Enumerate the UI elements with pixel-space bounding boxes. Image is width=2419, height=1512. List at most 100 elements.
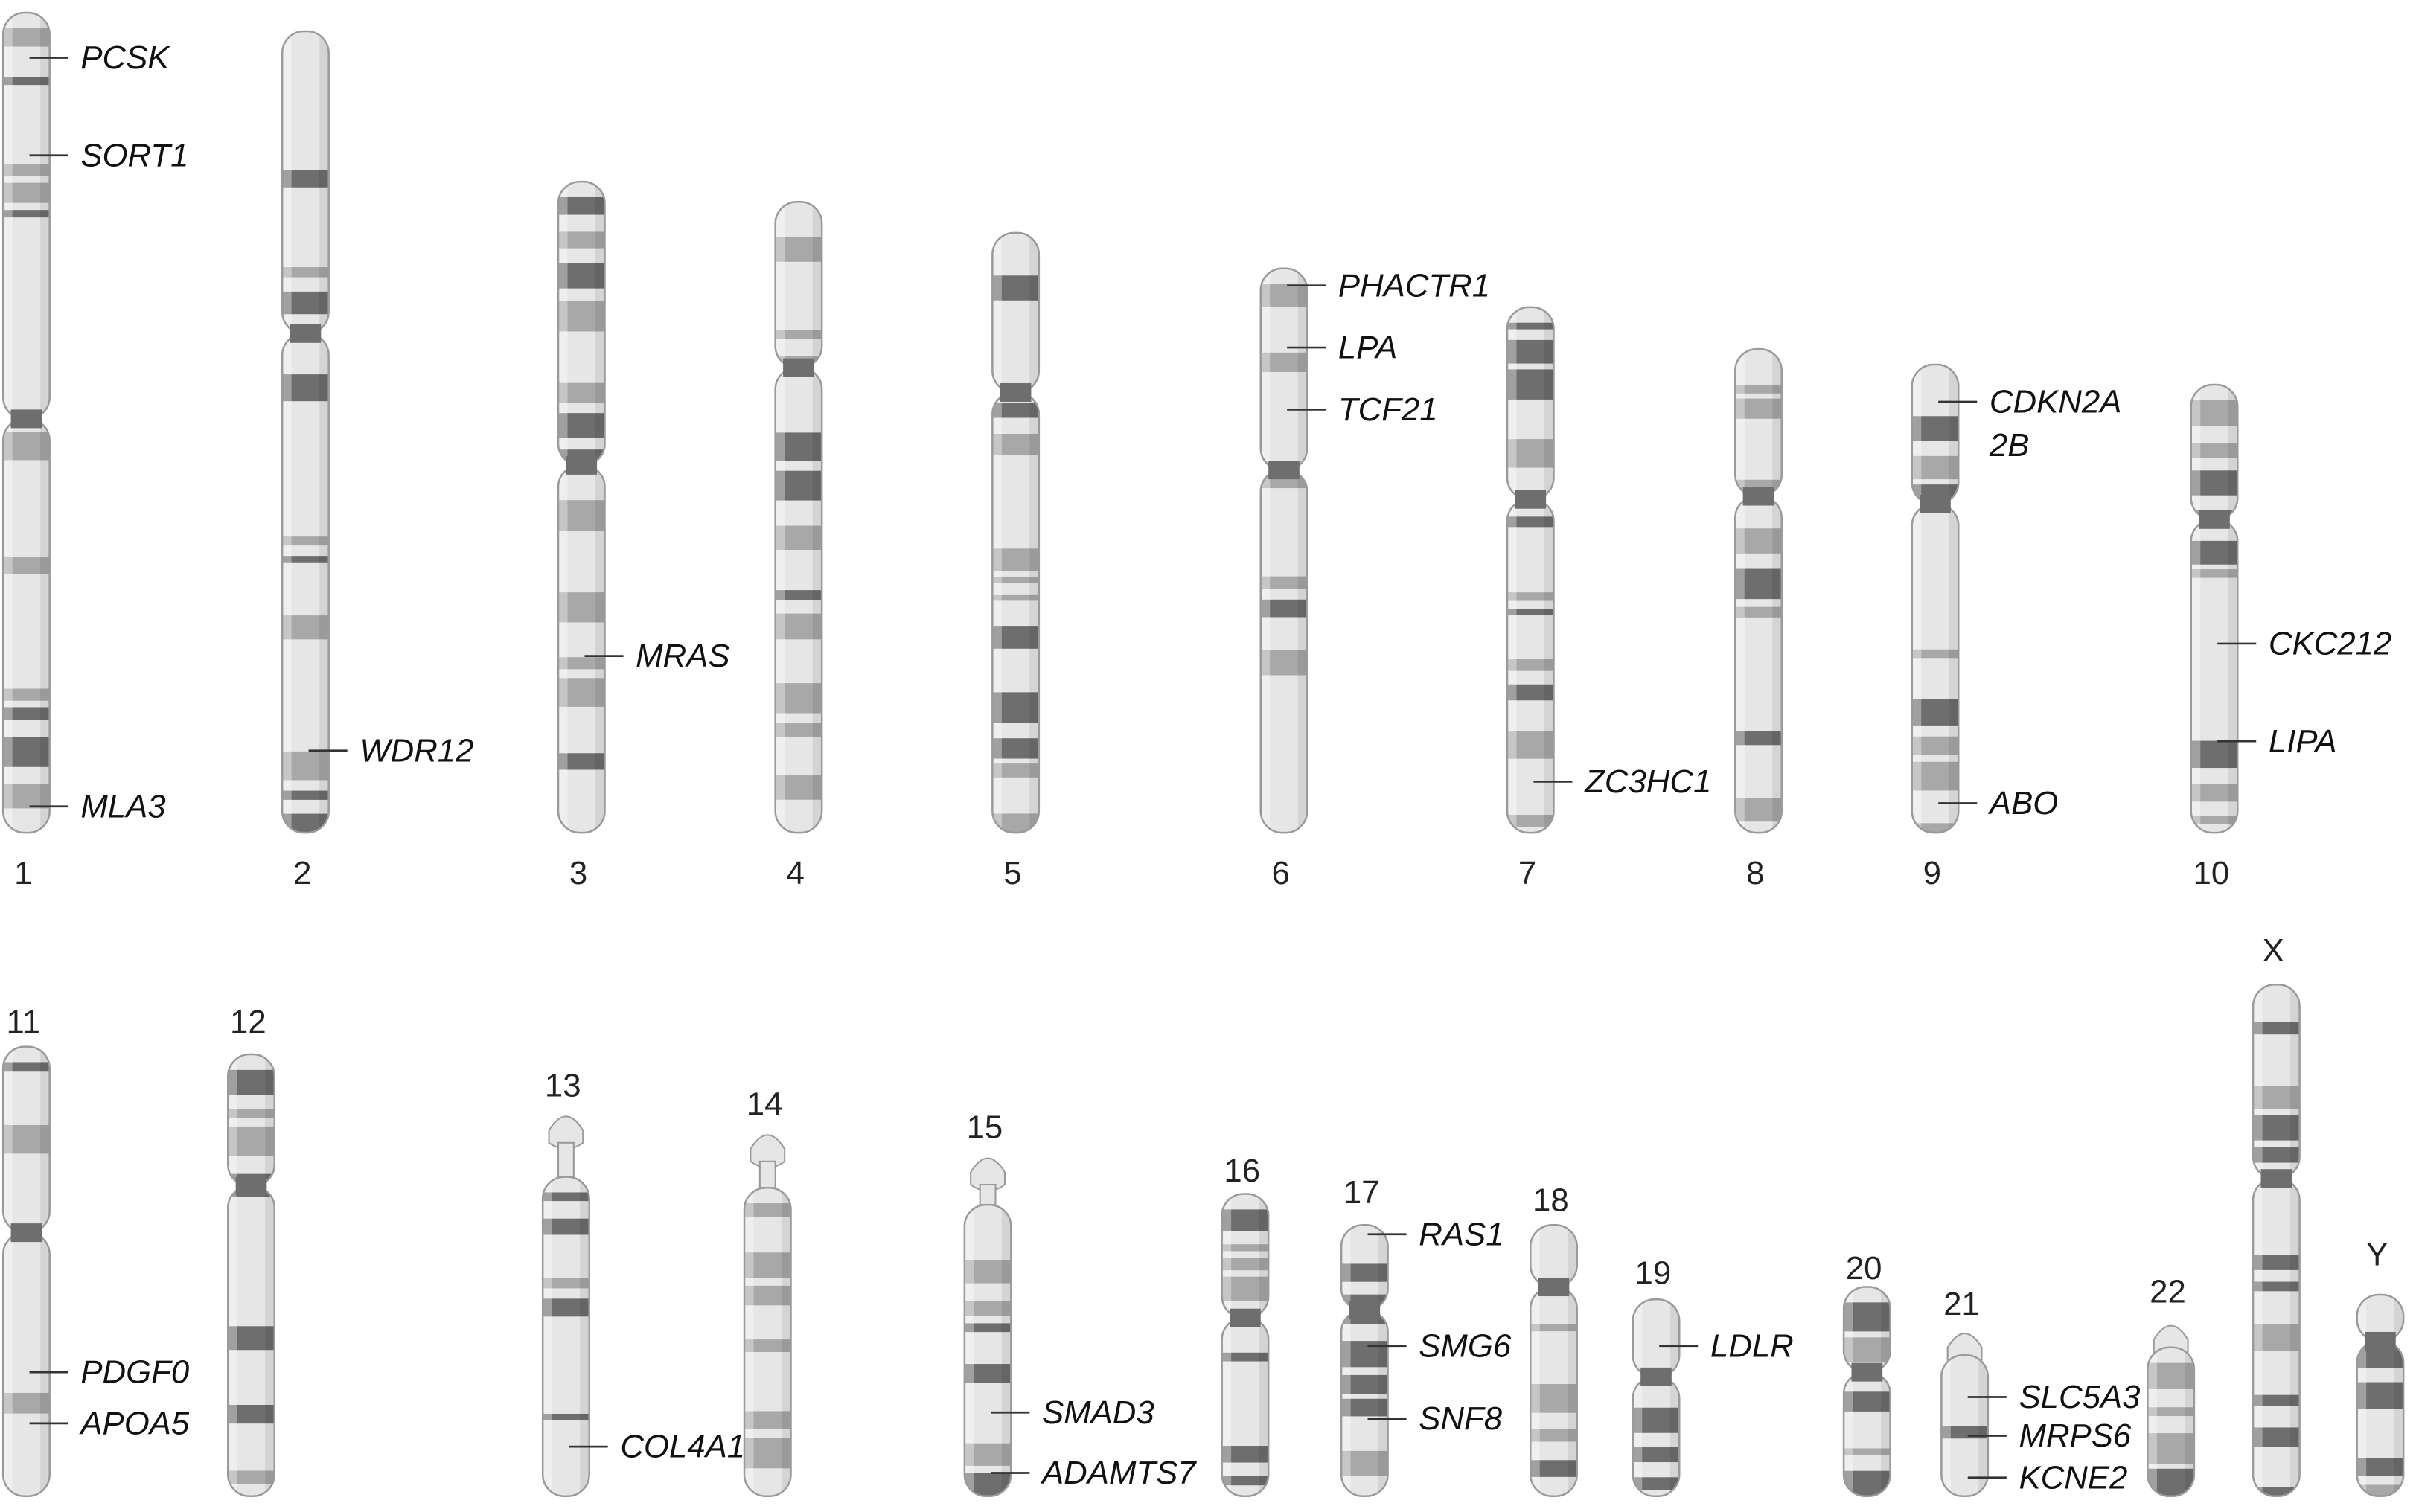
band [1530,1324,1577,1332]
band [558,500,605,531]
band [543,1218,589,1235]
centromere [1640,1367,1672,1386]
gene-label: APOA5 [78,1405,190,1441]
chromosome-16: 16 [1221,1153,1270,1498]
band [1507,439,1554,468]
band [2190,400,2238,426]
centromere [1920,494,1951,513]
band [543,1298,589,1317]
chromosome-X: X [2252,932,2301,1498]
gene-label: SLC5A3 [2019,1379,2141,1415]
band [992,692,1039,723]
band [992,548,1039,571]
chromosome-number: 14 [747,1086,783,1122]
chromosome-number: 4 [787,855,805,891]
gene-label: COL4A1 [620,1429,745,1465]
chromosome-Y: Y [2356,1236,2405,1498]
band [775,330,822,339]
band [1260,284,1308,307]
band [1221,1352,1269,1362]
chromosome-number: 6 [1272,855,1290,891]
chromosome-number: 13 [545,1067,581,1103]
band [228,1109,275,1118]
band [964,1364,1012,1383]
band [964,1443,1012,1466]
band [2190,540,2238,565]
band [775,470,822,501]
chromosome-22: 22 [2147,1273,2196,1498]
band [3,688,50,701]
centromere [1349,1301,1381,1320]
band [1507,592,1554,601]
band [1221,1476,1269,1486]
band [1735,528,1782,554]
band [1911,649,1959,659]
band [775,613,822,640]
band [1507,815,1554,827]
band [1507,609,1554,615]
band [1260,576,1308,589]
gene-label: TCF21 [1338,391,1438,428]
chromosome-6: 6 PHACTR1 LPA TCF21 [1259,267,1490,891]
chromosome-12: 12 [227,1004,275,1498]
band [964,1323,1012,1333]
band [282,536,329,546]
chromosome-8: 8 [1734,347,1783,891]
band [2356,1382,2404,1409]
centromere [2199,510,2230,529]
band [1341,1450,1388,1476]
band [3,1124,50,1154]
centromere [1742,487,1774,506]
centromere [1538,1278,1570,1297]
gene-label: CDKN2A [1990,384,2121,420]
band [1911,455,1959,480]
band [3,1062,50,1072]
band [1221,1244,1269,1252]
gene-label: MRAS [636,638,729,674]
gene-label: SNF8 [1419,1400,1503,1437]
band [1844,1302,1891,1332]
band [282,374,329,402]
band [282,170,329,188]
band [1507,659,1554,671]
chromosome-7: 7 ZC3HC1 [1506,306,1711,891]
band [1221,1209,1269,1231]
band [228,1326,275,1351]
band [1507,339,1554,364]
band [2253,1255,2300,1270]
band [1735,398,1782,419]
band [282,556,329,563]
gene-label: WDR12 [360,732,473,769]
chromosome-number: 16 [1224,1153,1260,1189]
chromosome-number: 18 [1533,1182,1569,1218]
band [3,182,50,203]
band [1260,599,1308,618]
band [558,657,605,670]
centromere [10,409,42,429]
satellite [548,1115,584,1150]
band [2356,1458,2404,1476]
band [1911,416,1959,441]
band [1507,322,1554,330]
band [1341,1398,1388,1417]
band [2190,816,2238,824]
chromosome-18: 18 [1530,1182,1578,1498]
band [1530,1384,1577,1413]
band [992,434,1039,455]
band [744,1252,791,1278]
chromosome-13: 13 COL4A1 [541,1067,745,1498]
band [3,164,50,176]
band [775,723,822,737]
band [2253,1281,2300,1292]
chromosome-2: 2 WDR12 [281,30,473,891]
stalk [557,1141,575,1178]
band [744,1285,791,1306]
band [558,301,605,332]
band [1507,731,1554,759]
band [775,775,822,800]
band [1911,699,1959,726]
centromere [566,455,598,475]
band [2147,1407,2194,1417]
gene-label: ABO [1987,785,2058,821]
